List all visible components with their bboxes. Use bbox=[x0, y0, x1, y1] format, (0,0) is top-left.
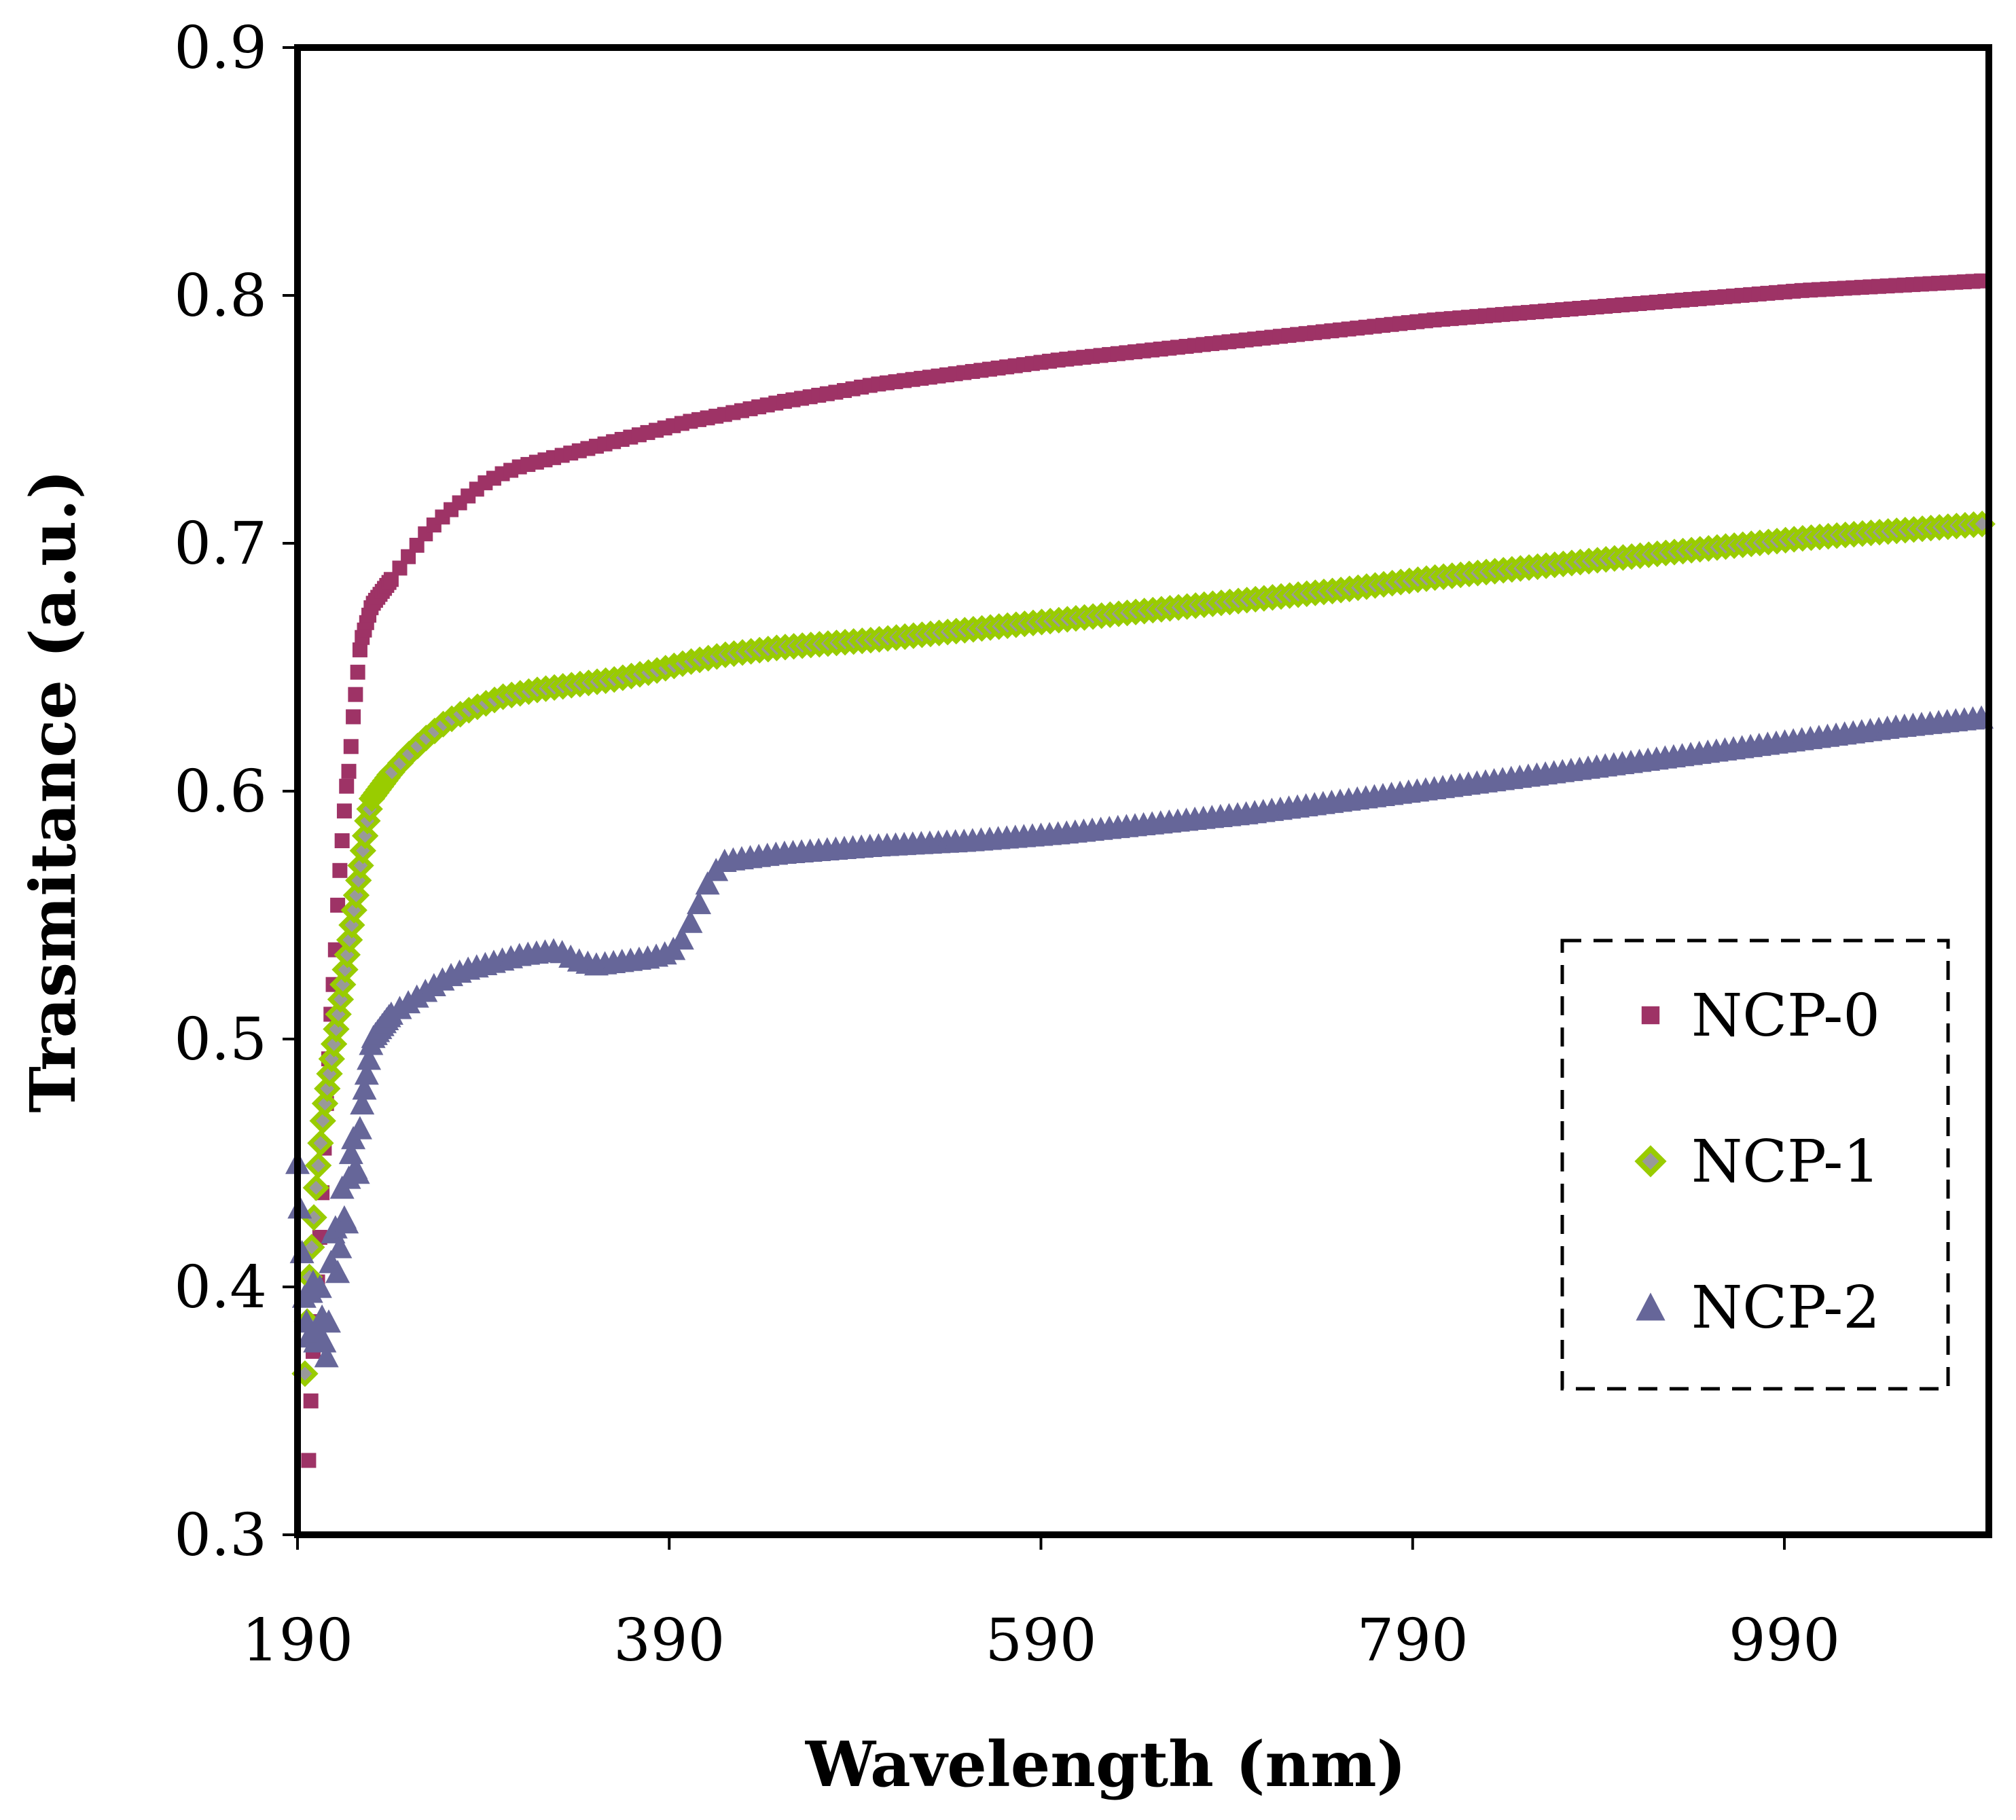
data-point bbox=[392, 560, 408, 576]
legend-label: NCP-2 bbox=[1691, 1274, 1880, 1342]
data-point bbox=[352, 642, 367, 657]
data-point bbox=[409, 537, 425, 553]
legend-entries: NCP-0 NCP-1 NCP-2 bbox=[1634, 982, 1880, 1342]
data-point bbox=[343, 739, 359, 754]
data-point bbox=[1974, 273, 1990, 289]
data-point bbox=[669, 926, 694, 950]
x-tick-label: 390 bbox=[613, 1607, 725, 1675]
data-point bbox=[401, 549, 416, 564]
data-point bbox=[339, 778, 355, 794]
y-tick-label: 0.6 bbox=[174, 758, 267, 826]
data-point bbox=[316, 1309, 341, 1333]
data-point bbox=[354, 1061, 379, 1085]
legend-entry-ncp-0: NCP-0 bbox=[1641, 982, 1880, 1050]
y-tick-label: 0.7 bbox=[174, 510, 267, 578]
x-axis-title: Wavelength (nm) bbox=[805, 1728, 1406, 1801]
legend-label: NCP-0 bbox=[1691, 982, 1880, 1050]
data-point bbox=[327, 1235, 353, 1258]
data-point bbox=[695, 871, 720, 895]
y-axis-title: Trasmitance (a.u.) bbox=[16, 469, 90, 1112]
data-point bbox=[678, 909, 703, 933]
data-point bbox=[348, 687, 363, 702]
data-point bbox=[307, 1129, 334, 1157]
data-point bbox=[314, 1344, 339, 1368]
data-point bbox=[334, 1210, 359, 1234]
data-point bbox=[346, 709, 361, 725]
data-point bbox=[302, 1174, 330, 1201]
y-tick-label: 0.9 bbox=[174, 14, 267, 82]
axis-layer: 0.3 0.4 0.5 0.6 0.7 0.8 0.9 190 390 590 790 990 bbox=[174, 14, 1840, 1675]
data-point bbox=[330, 897, 346, 913]
data-point bbox=[345, 1161, 370, 1184]
data-point bbox=[312, 1329, 337, 1353]
legend-entry-ncp-2: NCP-2 bbox=[1636, 1274, 1880, 1342]
y-tick-label: 0.5 bbox=[174, 1006, 267, 1074]
data-point bbox=[307, 1275, 332, 1298]
series-ncp-1 bbox=[291, 510, 1996, 1387]
y-tick-label: 0.8 bbox=[174, 262, 267, 330]
data-point bbox=[336, 803, 352, 819]
data-point bbox=[352, 1076, 377, 1100]
legend: NCP-0 NCP-1 NCP-2 bbox=[1560, 939, 1950, 1391]
legend-entry-ncp-1: NCP-1 bbox=[1634, 1128, 1880, 1196]
data-point bbox=[350, 664, 365, 680]
data-point bbox=[341, 763, 357, 779]
data-point bbox=[304, 1152, 332, 1179]
series-layer bbox=[285, 273, 1996, 1468]
legend-marker bbox=[1636, 1292, 1666, 1321]
series-ncp-2 bbox=[285, 705, 1994, 1368]
data-point bbox=[334, 833, 350, 848]
x-tick-label: 190 bbox=[242, 1607, 353, 1675]
x-tick-label: 790 bbox=[1357, 1607, 1469, 1675]
data-point bbox=[687, 890, 712, 915]
x-tick-label: 990 bbox=[1729, 1607, 1840, 1675]
x-tick-label: 590 bbox=[985, 1607, 1096, 1675]
data-point bbox=[332, 862, 348, 878]
legend-label: NCP-1 bbox=[1691, 1128, 1880, 1196]
data-point bbox=[350, 1091, 375, 1115]
data-point bbox=[301, 1453, 317, 1468]
data-point bbox=[383, 572, 399, 587]
data-point bbox=[309, 1107, 336, 1135]
data-point bbox=[303, 1393, 319, 1408]
data-point bbox=[338, 1140, 363, 1165]
data-point bbox=[325, 1260, 350, 1284]
y-tick-label: 0.3 bbox=[174, 1502, 267, 1569]
legend-marker bbox=[1634, 1145, 1667, 1178]
y-tick-label: 0.4 bbox=[174, 1254, 267, 1322]
legend-marker bbox=[1641, 1006, 1660, 1025]
data-point bbox=[357, 1046, 382, 1070]
data-point bbox=[347, 1116, 372, 1140]
legend-box bbox=[1560, 939, 1950, 1391]
